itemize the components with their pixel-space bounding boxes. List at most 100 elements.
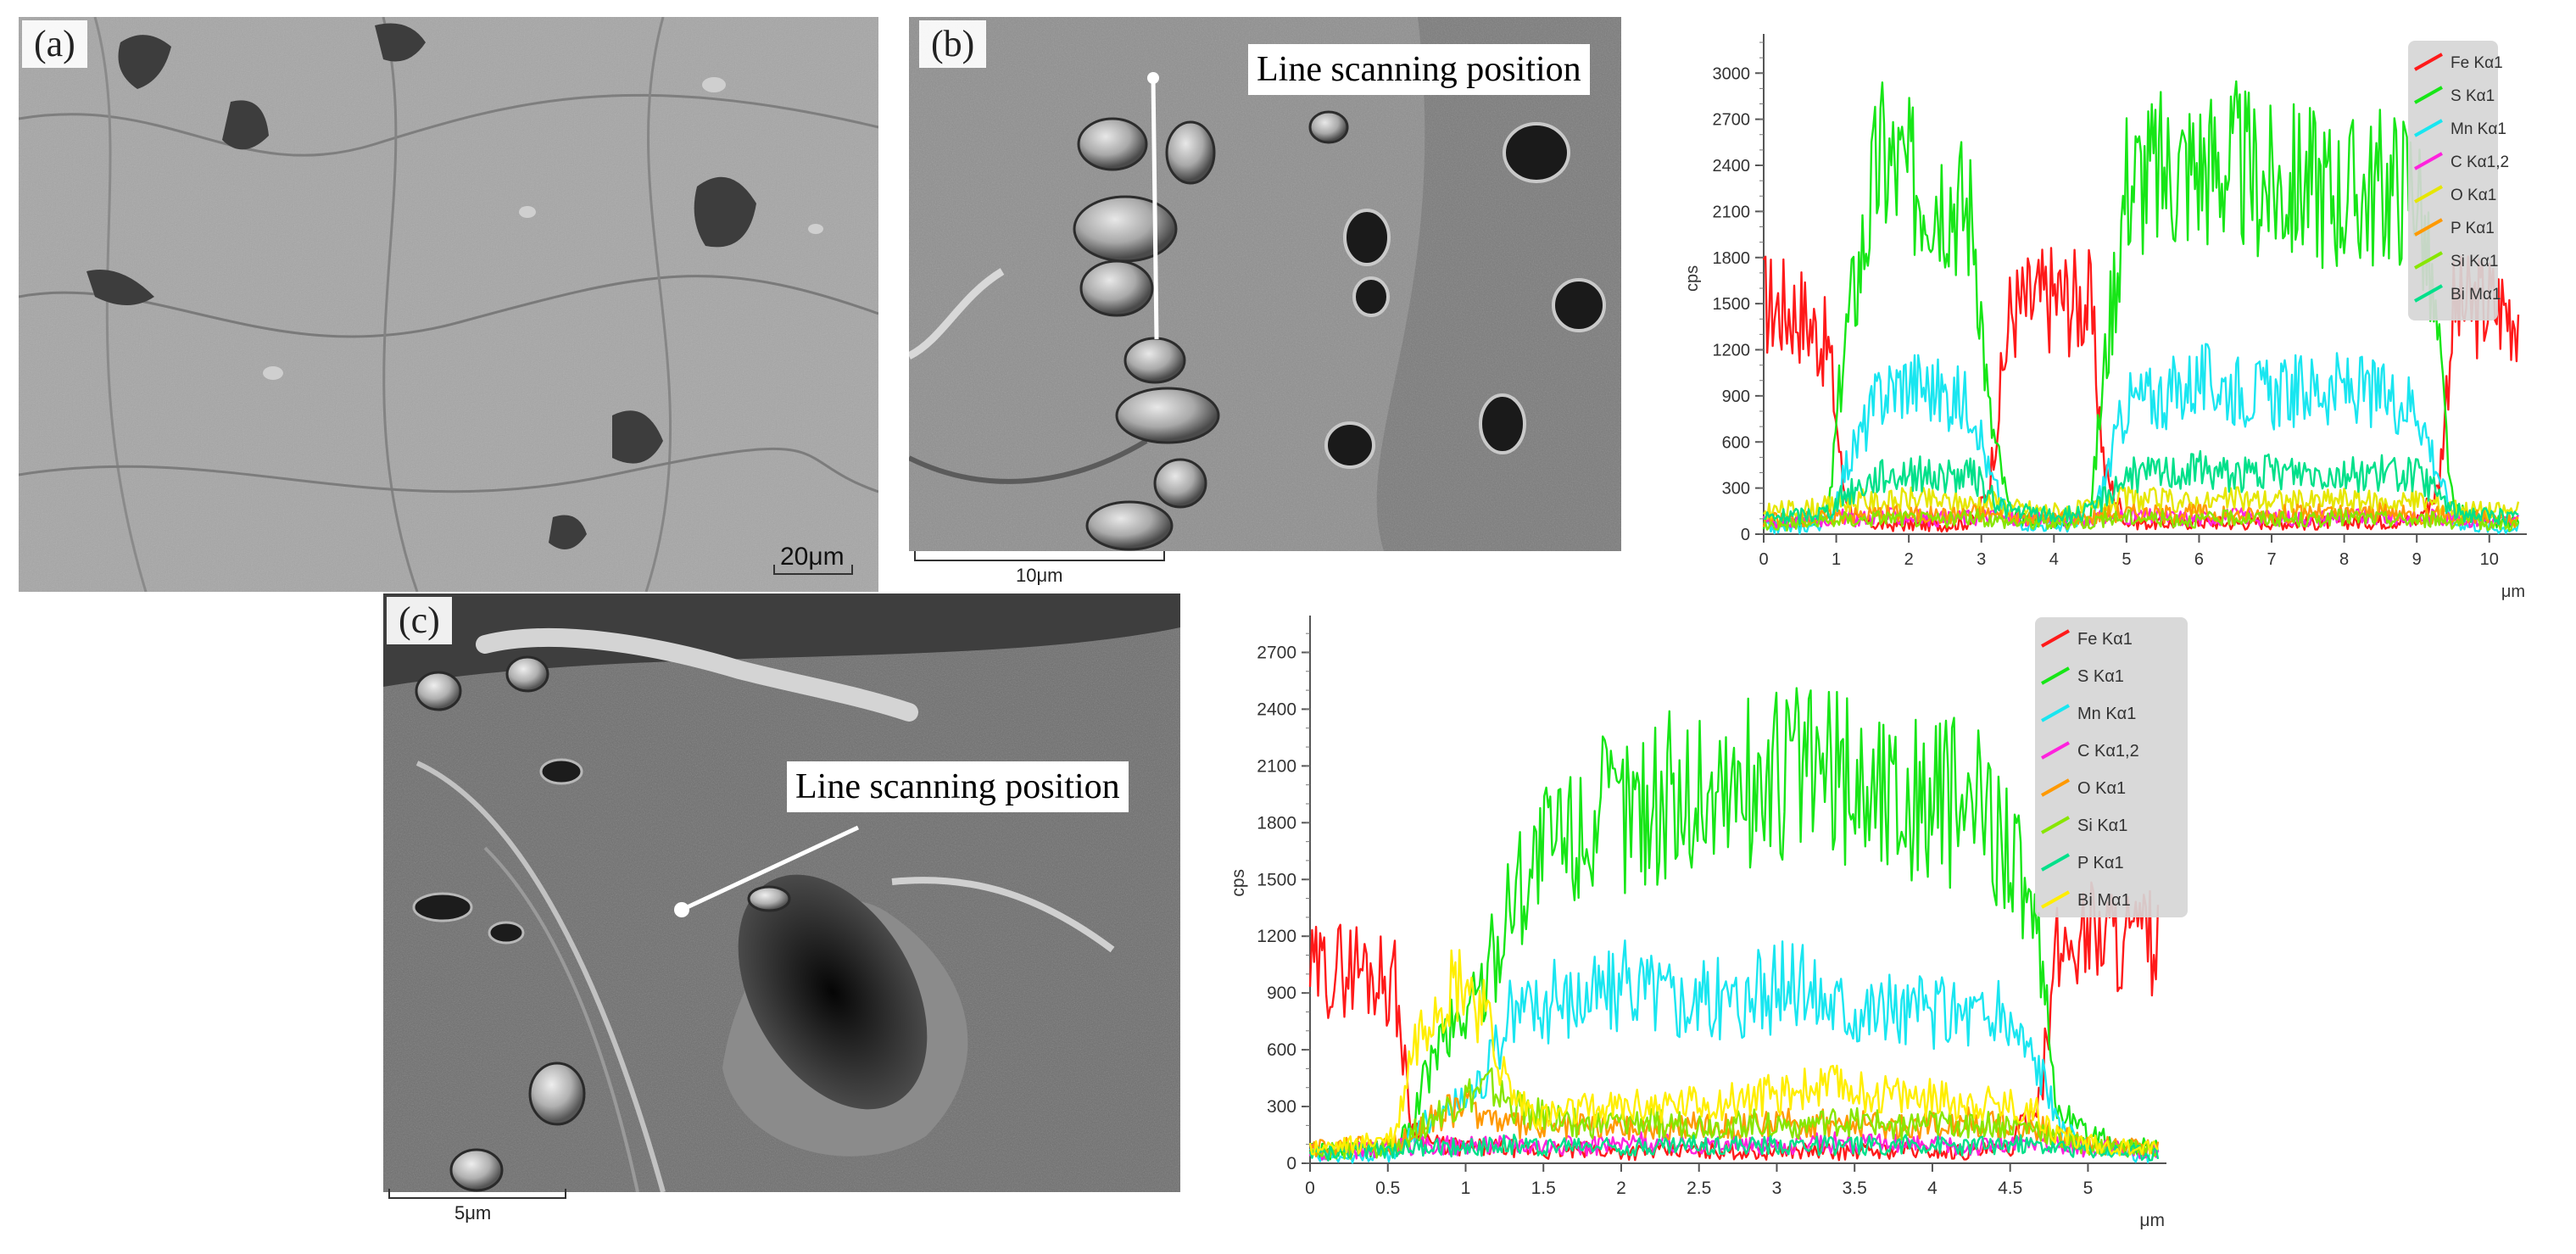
y-tick-label: 2400 — [1713, 157, 1751, 176]
series-line-6 — [1763, 508, 2520, 532]
scale-label-b: 10μm — [1016, 565, 1063, 586]
x-tick-label: 2 — [1616, 1179, 1626, 1198]
series-line-6 — [1308, 1134, 2160, 1162]
y-tick-label: 1500 — [1257, 870, 1296, 889]
legend-swatch — [2414, 251, 2443, 270]
scale-bar-a — [773, 565, 853, 575]
x-tick-label: 0 — [1759, 550, 1768, 569]
y-axis-label: cps — [1683, 265, 1702, 292]
y-tick-label: 300 — [1267, 1097, 1296, 1117]
y-tick-label: 600 — [1722, 433, 1750, 452]
legend-swatch — [2414, 152, 2443, 170]
legend-label: P Kα1 — [2451, 220, 2495, 237]
x-tick-label: 7 — [2267, 550, 2276, 569]
legend-label: O Kα1 — [2077, 779, 2126, 798]
x-tick-label: 4.5 — [1998, 1179, 2022, 1198]
legend-swatch — [2041, 778, 2070, 797]
y-tick-label: 1500 — [1713, 295, 1751, 314]
legend-box — [2035, 617, 2188, 917]
legend-swatch — [2414, 218, 2443, 237]
x-tick-label: 3.5 — [1843, 1179, 1867, 1198]
panel-label-a: (a) — [22, 20, 87, 69]
scale-label-c: 5μm — [454, 1202, 492, 1223]
y-tick-label: 2700 — [1713, 111, 1751, 130]
line-scan-chart-c: 0 300 600 900 1200 1500 1800 2100 2400 2700 0 0.5 1 1… — [1196, 599, 2213, 1251]
x-tick-label: 9 — [2412, 550, 2422, 569]
legend-swatch — [2041, 816, 2070, 834]
x-tick-label: 2.5 — [1687, 1179, 1711, 1198]
y-axis-label: cps — [1229, 869, 1248, 897]
legend-swatch — [2414, 284, 2443, 303]
legend-label: Mn Kα1 — [2077, 705, 2136, 723]
series-line-1 — [1762, 80, 2520, 532]
x-tick-label: 5 — [2122, 550, 2131, 569]
y-tick-label: 2100 — [1257, 756, 1296, 776]
legend: Fe Kα1 S Kα1 Mn Kα1 C Kα1,2 O Kα1 P Kα1 Si Kα1… — [2408, 41, 2509, 320]
legend: Fe Kα1 S Kα1 Mn Kα1 C Kα1,2 O Kα1 Si Kα1 P Kα1… — [2035, 617, 2188, 917]
y-tick-label: 300 — [1722, 480, 1750, 499]
legend-swatch — [2041, 666, 2070, 685]
y-tick-label: 1200 — [1713, 342, 1751, 360]
line-scan-chart-c-svg: 0 300 600 900 1200 1500 1800 2100 2400 2700 0 0.5 1 1… — [1229, 616, 2188, 1230]
y-tick-label: 3000 — [1713, 64, 1751, 83]
x-tick-label: 1.5 — [1531, 1179, 1556, 1198]
x-tick-label: 8 — [2339, 550, 2349, 569]
y-tick-label: 0 — [1741, 526, 1750, 544]
y-tick-label: 0 — [1286, 1154, 1296, 1173]
legend-label: Fe Kα1 — [2451, 54, 2503, 72]
micrograph-a — [19, 17, 878, 592]
x-axis-label: μm — [2139, 1211, 2165, 1230]
line-scan-chart-b: 0 300 600 900 1200 1500 1800 2100 2400 2700 3000 0 1… — [1662, 17, 2561, 601]
legend-label: P Kα1 — [2077, 854, 2124, 872]
x-tick-label: 3 — [1772, 1179, 1782, 1198]
scan-label-c: Line scanning position — [787, 761, 1129, 813]
legend-label: C Kα1,2 — [2451, 153, 2509, 171]
series-line-2 — [1763, 343, 2520, 535]
y-tick-label: 2100 — [1713, 203, 1751, 221]
y-tick-label: 1200 — [1257, 927, 1296, 946]
legend-label: Fe Kα1 — [2077, 630, 2133, 649]
panel-label-c: (c) — [387, 597, 452, 645]
legend-swatch — [2414, 86, 2443, 104]
x-tick-label: 1 — [1832, 550, 1841, 569]
legend-label: S Kα1 — [2077, 667, 2124, 686]
scale-bar-b — [914, 551, 1165, 561]
panel-label-b: (b) — [919, 20, 987, 69]
legend-box — [2408, 41, 2498, 320]
legend-swatch — [2041, 741, 2070, 760]
x-tick-label: 3 — [1977, 550, 1986, 569]
legend-label: C Kα1,2 — [2077, 742, 2139, 761]
x-tick-label: 0.5 — [1375, 1179, 1400, 1198]
x-tick-label: 0 — [1305, 1179, 1315, 1198]
micrograph-b — [909, 17, 1621, 551]
legend-label: Bi Mα1 — [2451, 286, 2501, 304]
legend-swatch — [2041, 629, 2070, 648]
x-axis-label: μm — [2501, 582, 2525, 601]
scale-label-a: 20μm — [780, 543, 845, 571]
y-tick-label: 1800 — [1713, 249, 1751, 268]
legend-swatch — [2041, 853, 2070, 872]
y-tick-label: 900 — [1267, 984, 1296, 1003]
scale-bar-c — [388, 1189, 566, 1199]
series-line-0 — [1762, 247, 2520, 533]
legend-swatch — [2041, 704, 2070, 722]
micrograph-c — [383, 594, 1180, 1192]
x-tick-label: 6 — [2194, 550, 2204, 569]
series-line-1 — [1308, 687, 2160, 1161]
x-tick-label: 2 — [1904, 550, 1914, 569]
legend-label: Si Kα1 — [2451, 253, 2498, 270]
legend-swatch — [2414, 119, 2443, 137]
y-tick-label: 1800 — [1257, 813, 1296, 833]
legend-label: Mn Kα1 — [2451, 120, 2506, 138]
legend-swatch — [2414, 53, 2443, 71]
legend-label: O Kα1 — [2451, 187, 2496, 204]
y-tick-label: 600 — [1267, 1040, 1296, 1060]
y-tick-label: 2700 — [1257, 643, 1296, 662]
line-scan-chart-b-svg: 0 300 600 900 1200 1500 1800 2100 2400 2700 3000 0 1… — [1683, 34, 2527, 601]
legend-swatch — [2414, 185, 2443, 203]
x-tick-label: 4 — [1927, 1179, 1938, 1198]
legend-swatch — [2041, 890, 2070, 909]
x-tick-label: 5 — [2083, 1179, 2094, 1198]
series-line-5 — [1309, 1067, 2159, 1160]
series-line-7 — [1763, 449, 2519, 527]
